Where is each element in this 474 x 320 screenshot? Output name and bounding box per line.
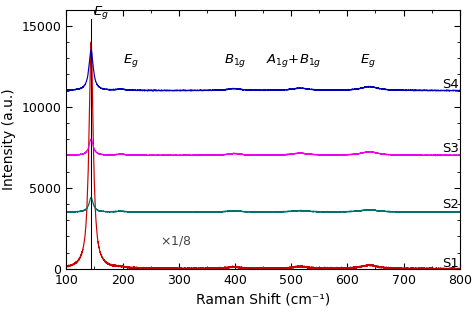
Text: $B_{1g}$: $B_{1g}$ <box>224 52 246 69</box>
Text: S3: S3 <box>442 142 459 156</box>
X-axis label: Raman Shift (cm⁻¹): Raman Shift (cm⁻¹) <box>196 292 330 306</box>
Text: $\times$1/8: $\times$1/8 <box>160 234 191 248</box>
Text: $E_g$: $E_g$ <box>360 52 375 69</box>
Text: $E_g$: $E_g$ <box>93 4 109 21</box>
Text: S2: S2 <box>442 198 459 211</box>
Y-axis label: Intensity (a.u.): Intensity (a.u.) <box>2 88 16 190</box>
Text: $A_{1g}$+$B_{1g}$: $A_{1g}$+$B_{1g}$ <box>266 52 321 69</box>
Text: $E_g$: $E_g$ <box>123 52 138 69</box>
Text: S4: S4 <box>442 78 459 92</box>
Text: S1: S1 <box>442 257 459 270</box>
